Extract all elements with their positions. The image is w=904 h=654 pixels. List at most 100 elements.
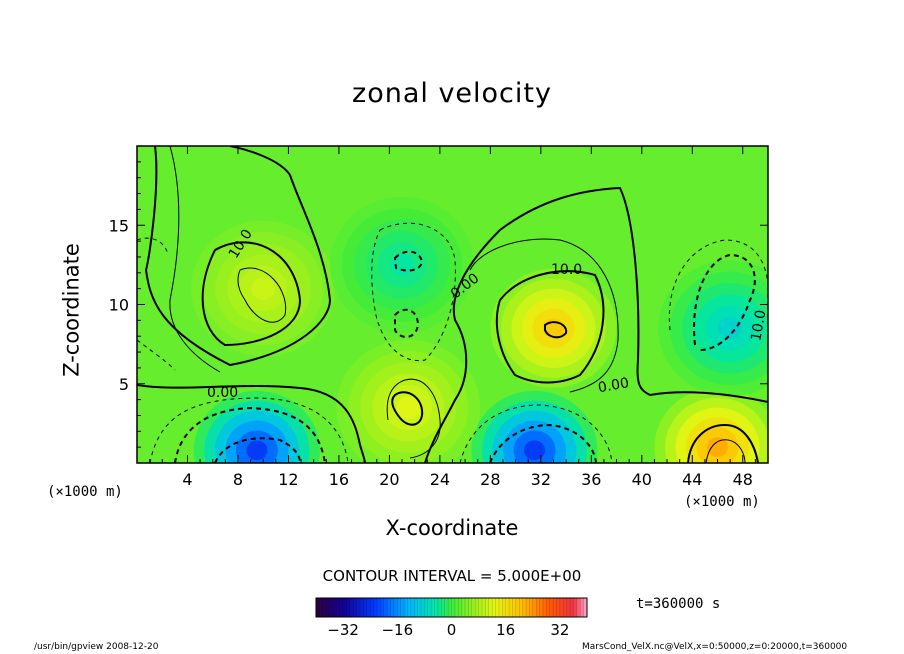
x-unit-label-right: (×1000 m) <box>684 494 760 510</box>
y-tick-label: 15 <box>109 216 129 235</box>
colorbar-cell <box>495 598 500 617</box>
contour-label: 0.00 <box>597 375 630 396</box>
colorbar-frame <box>315 597 588 618</box>
colorbar-cell <box>346 598 351 617</box>
colorbar-cell <box>512 598 517 617</box>
colorbar-cell <box>526 598 530 617</box>
colorbar-cell <box>376 598 381 617</box>
colorbar-cell <box>570 598 574 617</box>
colorbar-tick-label: 0 <box>447 621 457 639</box>
colorbar-cell <box>580 598 585 617</box>
colorbar-cell <box>461 598 466 617</box>
contour-interval-label: CONTOUR INTERVAL = 5.000E+00 <box>322 567 582 585</box>
x-axis-label: X-coordinate <box>385 516 519 540</box>
field-feature-7-layer-5 <box>396 396 421 419</box>
colorbar-cell <box>505 598 510 617</box>
x-tick-label: 48 <box>733 470 753 489</box>
colorbar-cell <box>542 598 547 617</box>
colorbar-cell <box>454 598 459 617</box>
colorbar-cell <box>349 598 354 617</box>
colorbar-tick-label: 16 <box>496 621 515 639</box>
field-feature-2-layer-5 <box>707 437 729 458</box>
contour-line <box>394 308 420 338</box>
x-tick-label: 24 <box>430 470 450 489</box>
contour-line <box>371 222 456 362</box>
contour-line <box>459 404 613 463</box>
contour-line <box>386 378 441 459</box>
contour-line <box>424 186 651 463</box>
contour-line <box>393 250 424 272</box>
colorbar-tick-label: 32 <box>550 621 569 639</box>
colorbar-cell <box>502 598 507 617</box>
contour-line <box>169 146 221 373</box>
colorbar-cell <box>380 598 385 617</box>
contour-line <box>469 238 619 393</box>
colorbar-cell <box>529 598 534 617</box>
colorbar-cell <box>383 598 388 617</box>
colorbar-cell <box>400 598 405 617</box>
colorbar-cell <box>556 598 561 617</box>
footer-command: /usr/bin/gpview 2008-12-20 <box>34 642 159 652</box>
colorbar-cell <box>404 598 408 617</box>
colorbar-cell <box>339 598 344 617</box>
colorbar-cell <box>498 598 503 617</box>
colorbar-tick-label: −32 <box>327 621 359 639</box>
contour-line <box>649 391 768 403</box>
x-tick-label: 28 <box>480 470 500 489</box>
colorbar-cell <box>522 598 527 617</box>
contour-line <box>544 321 568 339</box>
colorbar-cell <box>421 598 425 617</box>
colorbar-cell <box>431 598 435 617</box>
colorbar-cell <box>441 598 446 617</box>
contour-line <box>237 267 287 323</box>
x-tick-label: 8 <box>233 470 243 489</box>
contour-line <box>149 397 349 463</box>
contour-line <box>668 239 768 331</box>
colorbar-cell <box>573 598 578 617</box>
colorbar-cell <box>549 598 554 617</box>
contour-line <box>705 439 746 463</box>
contour-line <box>144 146 332 367</box>
colorbar-cell <box>397 598 402 617</box>
contour-line <box>495 270 605 384</box>
colorbar-cell <box>481 598 486 617</box>
colorbar-cell <box>488 598 493 617</box>
y-axis-label: Z-coordinate <box>59 243 84 377</box>
field-feature-0-layer-5 <box>251 277 276 300</box>
colorbar-cell <box>414 598 419 617</box>
y-tick-label: 10 <box>109 296 129 315</box>
colorbar-cell <box>353 598 358 617</box>
time-label: t=360000 s <box>636 596 721 612</box>
field-feature-3-layer-5 <box>246 440 268 461</box>
colorbar-cell <box>434 598 439 617</box>
colorbar-cell <box>492 598 496 617</box>
colorbar-cell <box>410 598 415 617</box>
field-feature-4-layer-5 <box>524 440 546 461</box>
x-tick-label: 20 <box>379 470 399 489</box>
colorbar-cell <box>583 598 588 617</box>
field-feature-5-layer-5 <box>718 316 743 340</box>
contour-label: 10.0 <box>748 309 769 342</box>
contour-line <box>174 406 326 463</box>
colorbar-cell <box>332 598 337 617</box>
x-tick-label: 36 <box>581 470 601 489</box>
colorbar-cell <box>329 598 334 617</box>
x-tick-label: 4 <box>182 470 192 489</box>
colorbar-cell <box>448 598 452 617</box>
colorbar-cell <box>485 598 490 617</box>
colorbar-cell <box>468 598 473 617</box>
colorbar-cell <box>509 598 513 617</box>
colorbar-cell <box>373 598 378 617</box>
colorbar-cell <box>536 598 540 617</box>
colorbar-cell <box>553 598 557 617</box>
y-tick-label: 5 <box>119 375 129 394</box>
colorbar-cell <box>519 598 524 617</box>
colorbar-cell <box>444 598 449 617</box>
colorbar-cell <box>471 598 476 617</box>
colorbar-cell <box>539 598 544 617</box>
contour-line <box>489 423 597 463</box>
colorbar-cell <box>316 598 320 617</box>
